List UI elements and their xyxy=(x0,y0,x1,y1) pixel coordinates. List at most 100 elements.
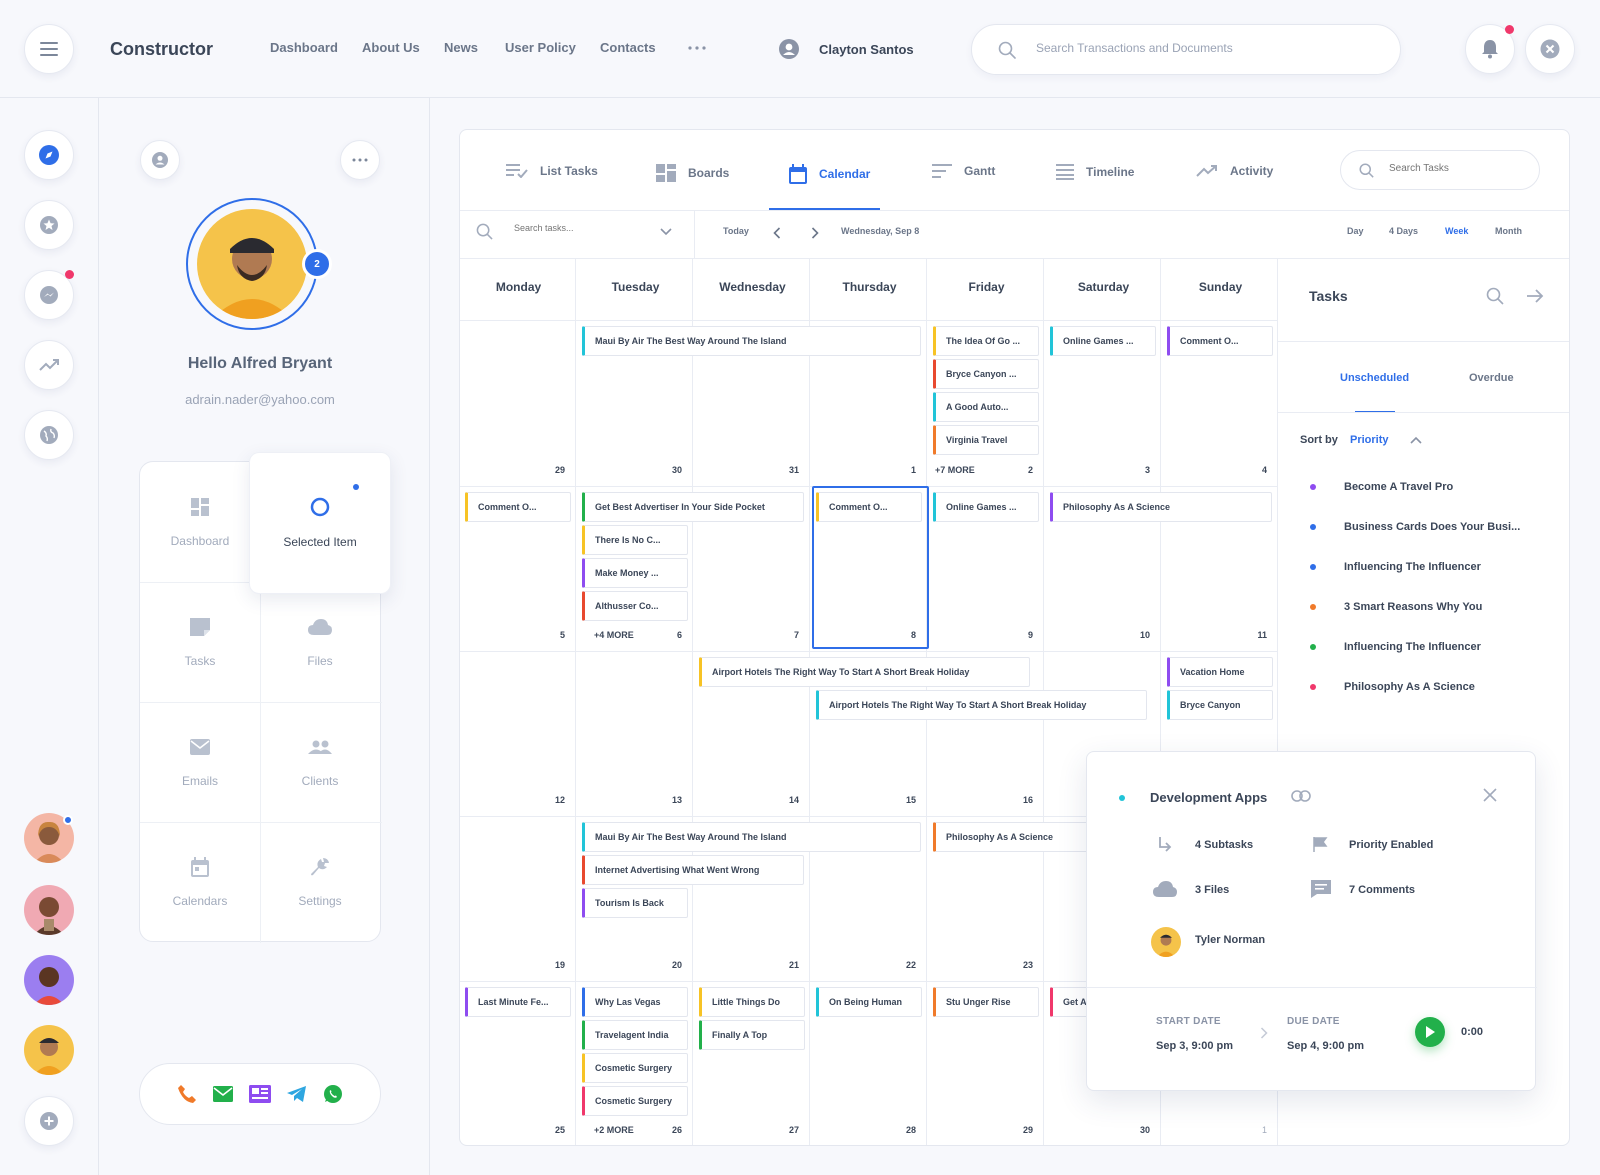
arrow-right-icon[interactable] xyxy=(1526,288,1544,304)
date-number[interactable]: 30 xyxy=(671,465,682,475)
avatar[interactable] xyxy=(24,885,74,935)
calendar-event[interactable]: Last Minute Fe... xyxy=(465,987,571,1017)
date-number[interactable]: 31 xyxy=(788,465,799,475)
menu-item-calendars[interactable]: Calendars xyxy=(140,822,260,942)
user-name[interactable]: Clayton Santos xyxy=(819,42,914,57)
tab-boards[interactable]: Boards xyxy=(656,164,729,182)
calendar-event[interactable]: Little Things Do xyxy=(699,987,805,1017)
calendar-event[interactable]: On Being Human xyxy=(816,987,922,1017)
task-item[interactable]: 3 Smart Reasons Why You xyxy=(1310,601,1482,613)
calendar-event[interactable]: Why Las Vegas xyxy=(582,987,688,1017)
nav-link-about[interactable]: About Us xyxy=(362,40,420,55)
play-timer-button[interactable] xyxy=(1415,1017,1445,1047)
more-events-link[interactable]: +4 MORE xyxy=(594,630,634,640)
link-icon[interactable] xyxy=(1291,790,1311,802)
more-events-link[interactable]: +7 MORE xyxy=(935,465,975,475)
task-search-input[interactable] xyxy=(1389,163,1529,174)
date-number[interactable]: 8 xyxy=(910,630,916,640)
date-number[interactable]: 6 xyxy=(676,630,682,640)
date-number[interactable]: 30 xyxy=(1139,1125,1150,1135)
tab-unscheduled[interactable]: Unscheduled xyxy=(1340,372,1410,384)
profile-more-button[interactable] xyxy=(340,140,380,180)
date-number[interactable]: 5 xyxy=(559,630,565,640)
calendar-event[interactable]: Philosophy As A Science xyxy=(1050,492,1272,522)
chevron-right-icon[interactable] xyxy=(811,227,819,239)
user-icon[interactable] xyxy=(779,39,799,59)
calendar-event[interactable]: Online Games ... xyxy=(1050,326,1156,356)
range-week[interactable]: Week xyxy=(1445,226,1469,236)
date-number[interactable]: 21 xyxy=(788,960,799,970)
rail-messenger-button[interactable] xyxy=(24,270,74,320)
calendar-event[interactable]: Stu Unger Rise xyxy=(933,987,1039,1017)
rail-explore-button[interactable] xyxy=(24,130,74,180)
calendar-event[interactable]: Cosmetic Surgery xyxy=(582,1086,688,1116)
date-number[interactable]: 9 xyxy=(1027,630,1033,640)
date-number[interactable]: 1 xyxy=(910,465,916,475)
range-day[interactable]: Day xyxy=(1347,226,1364,236)
date-number[interactable]: 12 xyxy=(554,795,565,805)
avatar[interactable] xyxy=(24,955,74,1005)
menu-item-selected[interactable]: Selected Item xyxy=(249,452,391,594)
calendar-event[interactable]: Travelagent India xyxy=(582,1020,688,1050)
phone-icon[interactable] xyxy=(177,1084,197,1104)
assignee-avatar[interactable] xyxy=(1151,927,1181,957)
range-4-days[interactable]: 4 Days xyxy=(1389,226,1419,236)
subtasks-count[interactable]: 4 Subtasks xyxy=(1195,839,1254,851)
whatsapp-icon[interactable] xyxy=(323,1084,343,1104)
today-button[interactable]: Today xyxy=(723,226,749,236)
calendar-event[interactable]: Comment O... xyxy=(1167,326,1273,356)
avatar[interactable] xyxy=(24,1025,74,1075)
email-icon[interactable] xyxy=(213,1086,233,1102)
calendar-event[interactable]: Airport Hotels The Right Way To Start A … xyxy=(699,657,1030,687)
rail-globe-button[interactable] xyxy=(24,410,74,460)
global-search[interactable] xyxy=(971,24,1401,75)
date-number[interactable]: 29 xyxy=(554,465,565,475)
chevron-down-icon[interactable] xyxy=(660,228,672,236)
menu-item-files[interactable]: Files xyxy=(260,582,380,702)
telegram-icon[interactable] xyxy=(287,1085,307,1103)
close-button[interactable] xyxy=(1525,24,1575,74)
chevron-left-icon[interactable] xyxy=(773,227,781,239)
date-number[interactable]: 26 xyxy=(671,1125,682,1135)
date-number[interactable]: 11 xyxy=(1257,630,1267,640)
chevron-up-icon[interactable] xyxy=(1410,436,1422,444)
calendar-event[interactable]: Vacation Home xyxy=(1167,657,1273,687)
rail-favorites-button[interactable] xyxy=(24,200,74,250)
date-number[interactable]: 2 xyxy=(1027,465,1033,475)
today-cell-highlight[interactable] xyxy=(812,486,929,649)
menu-item-settings[interactable]: Settings xyxy=(260,822,380,942)
calendar-event[interactable]: Bryce Canyon ... xyxy=(933,359,1039,389)
calendar-event[interactable]: Bryce Canyon xyxy=(1167,690,1273,720)
date-number[interactable]: 23 xyxy=(1022,960,1033,970)
calendar-event[interactable]: Make Money ... xyxy=(582,558,688,588)
date-number[interactable]: 3 xyxy=(1144,465,1150,475)
menu-item-dashboard[interactable]: Dashboard xyxy=(140,462,260,582)
add-user-button[interactable] xyxy=(24,1096,74,1146)
menu-item-clients[interactable]: Clients xyxy=(260,702,380,822)
start-date-value[interactable]: Sep 3, 9:00 pm xyxy=(1156,1040,1234,1052)
date-number[interactable]: 15 xyxy=(905,795,916,805)
rail-trends-button[interactable] xyxy=(24,340,74,390)
more-events-link[interactable]: +2 MORE xyxy=(594,1125,634,1135)
calendar-event[interactable]: A Good Auto... xyxy=(933,392,1039,422)
files-count[interactable]: 3 Files xyxy=(1195,884,1230,896)
date-number[interactable]: 10 xyxy=(1139,630,1150,640)
task-item[interactable]: Philosophy As A Science xyxy=(1310,681,1475,693)
calendar-event[interactable]: Comment O... xyxy=(816,492,922,522)
tab-activity[interactable]: Activity xyxy=(1196,164,1273,178)
date-number[interactable]: 25 xyxy=(554,1125,565,1135)
tab-timeline[interactable]: Timeline xyxy=(1056,164,1134,180)
calendar-event[interactable]: Finally A Top xyxy=(699,1020,805,1050)
date-number[interactable]: 19 xyxy=(554,960,565,970)
due-date-value[interactable]: Sep 4, 9:00 pm xyxy=(1287,1040,1365,1052)
calendar-event[interactable]: Online Games ... xyxy=(933,492,1039,522)
more-nav-icon[interactable] xyxy=(688,46,706,50)
search-icon[interactable] xyxy=(1486,287,1504,305)
task-item[interactable]: Business Cards Does Your Busi... xyxy=(1310,521,1520,533)
sort-select[interactable]: Priority xyxy=(1350,434,1389,446)
close-icon[interactable] xyxy=(1483,788,1497,802)
calendar-event[interactable]: The Idea Of Go ... xyxy=(933,326,1039,356)
news-icon[interactable] xyxy=(249,1085,271,1103)
tab-calendar[interactable]: Calendar xyxy=(789,164,870,184)
calendar-search-input[interactable] xyxy=(514,223,634,233)
